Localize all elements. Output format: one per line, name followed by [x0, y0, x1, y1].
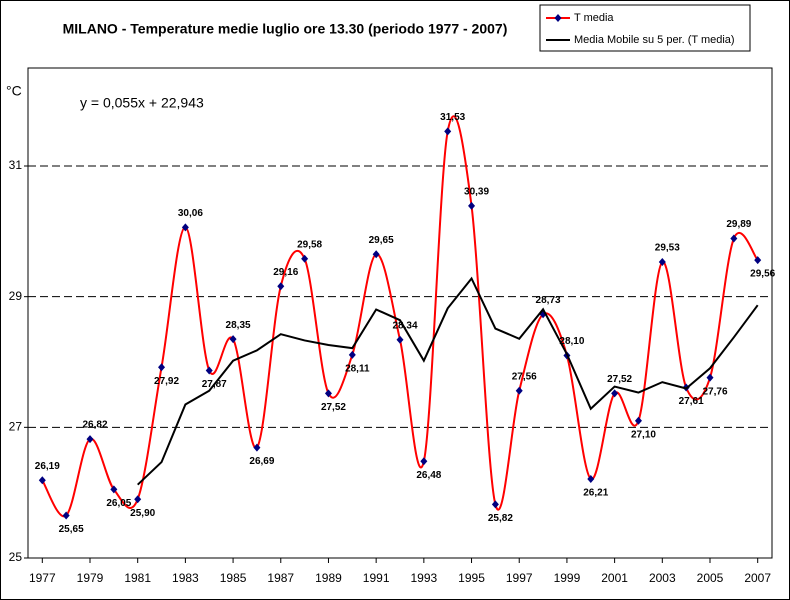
data-label: 26,19 — [35, 461, 60, 472]
marker — [706, 373, 714, 382]
x-tick-label: 1993 — [410, 571, 437, 585]
x-tick-label: 1995 — [458, 571, 485, 585]
marker — [324, 389, 332, 398]
marker — [229, 335, 237, 344]
data-label: 27,92 — [154, 376, 179, 387]
legend-marker — [554, 14, 562, 22]
y-axis-label: °C — [6, 83, 22, 99]
x-tick-label: 2001 — [601, 571, 628, 585]
y-tick-label: 29 — [9, 289, 23, 303]
series-line — [137, 276, 759, 486]
x-tick-label: 1997 — [506, 571, 533, 585]
marker — [301, 254, 309, 263]
data-label: 29,89 — [726, 219, 751, 230]
data-label: 28,10 — [559, 336, 584, 347]
data-label: 26,05 — [106, 498, 131, 509]
x-tick-label: 1979 — [77, 571, 104, 585]
chart-title: MILANO - Temperature medie luglio ore 13… — [63, 21, 508, 37]
x-tick-label: 2007 — [744, 571, 771, 585]
series-line — [41, 115, 759, 518]
data-label: 27,52 — [607, 374, 632, 385]
x-tick-label: 1987 — [267, 571, 294, 585]
data-label: 28,35 — [226, 320, 251, 331]
data-label: 27,10 — [631, 429, 656, 440]
data-label: 28,11 — [345, 363, 370, 374]
data-label: 30,39 — [464, 186, 489, 197]
data-label: 31,53 — [440, 112, 465, 123]
data-label: 25,90 — [130, 508, 155, 519]
data-label: 29,56 — [750, 269, 775, 280]
data-label: 30,06 — [178, 208, 203, 219]
data-label: 28,34 — [392, 320, 417, 331]
marker — [158, 363, 166, 372]
marker — [634, 416, 642, 425]
y-tick-label: 27 — [9, 420, 23, 434]
x-tick-label: 1983 — [172, 571, 199, 585]
data-label: 25,82 — [488, 513, 513, 524]
marker — [730, 234, 738, 243]
data-label: 26,48 — [416, 470, 441, 481]
data-label: 27,61 — [679, 396, 704, 407]
marker — [110, 485, 118, 494]
x-tick-label: 1981 — [124, 571, 151, 585]
marker — [515, 386, 523, 395]
marker — [134, 495, 142, 504]
data-label: 25,65 — [59, 524, 84, 535]
x-tick-label: 1991 — [363, 571, 390, 585]
x-tick-label: 2005 — [697, 571, 724, 585]
marker — [86, 435, 94, 444]
x-tick-label: 2003 — [649, 571, 676, 585]
marker — [491, 500, 499, 509]
x-tick-label: 1977 — [29, 571, 56, 585]
data-label: 26,21 — [583, 488, 608, 499]
data-label: 29,58 — [297, 239, 322, 250]
marker — [587, 474, 595, 483]
plot-area — [27, 67, 773, 559]
data-label: 28,73 — [536, 295, 561, 306]
data-label: 29,53 — [655, 243, 680, 254]
data-label: 27,52 — [321, 402, 346, 413]
marker — [372, 250, 380, 259]
marker — [38, 476, 46, 485]
data-label: 29,16 — [273, 267, 298, 278]
legend-label: T media — [574, 12, 614, 24]
x-tick-label: 1989 — [315, 571, 342, 585]
legend-box — [539, 4, 751, 52]
marker — [420, 457, 428, 466]
marker — [611, 389, 619, 398]
x-tick-label: 1999 — [554, 571, 581, 585]
marker — [658, 258, 666, 267]
marker — [253, 443, 261, 452]
marker — [348, 350, 356, 359]
marker — [205, 366, 213, 375]
x-tick-label: 1985 — [220, 571, 247, 585]
marker — [754, 256, 762, 265]
data-label: 27,76 — [702, 386, 727, 397]
data-label: 26,82 — [82, 420, 107, 431]
data-label: 27,56 — [512, 371, 537, 382]
marker — [468, 201, 476, 210]
legend-label: Media Mobile su 5 per. (T media) — [574, 34, 735, 46]
y-tick-label: 31 — [9, 158, 23, 172]
marker — [444, 127, 452, 136]
trend-equation: y = 0,055x + 22,943 — [80, 95, 204, 111]
marker — [396, 335, 404, 344]
data-label: 29,65 — [369, 235, 394, 246]
data-label: 26,69 — [249, 456, 274, 467]
y-tick-label: 25 — [9, 550, 23, 564]
marker — [181, 223, 189, 232]
marker — [277, 282, 285, 291]
marker — [62, 511, 70, 520]
